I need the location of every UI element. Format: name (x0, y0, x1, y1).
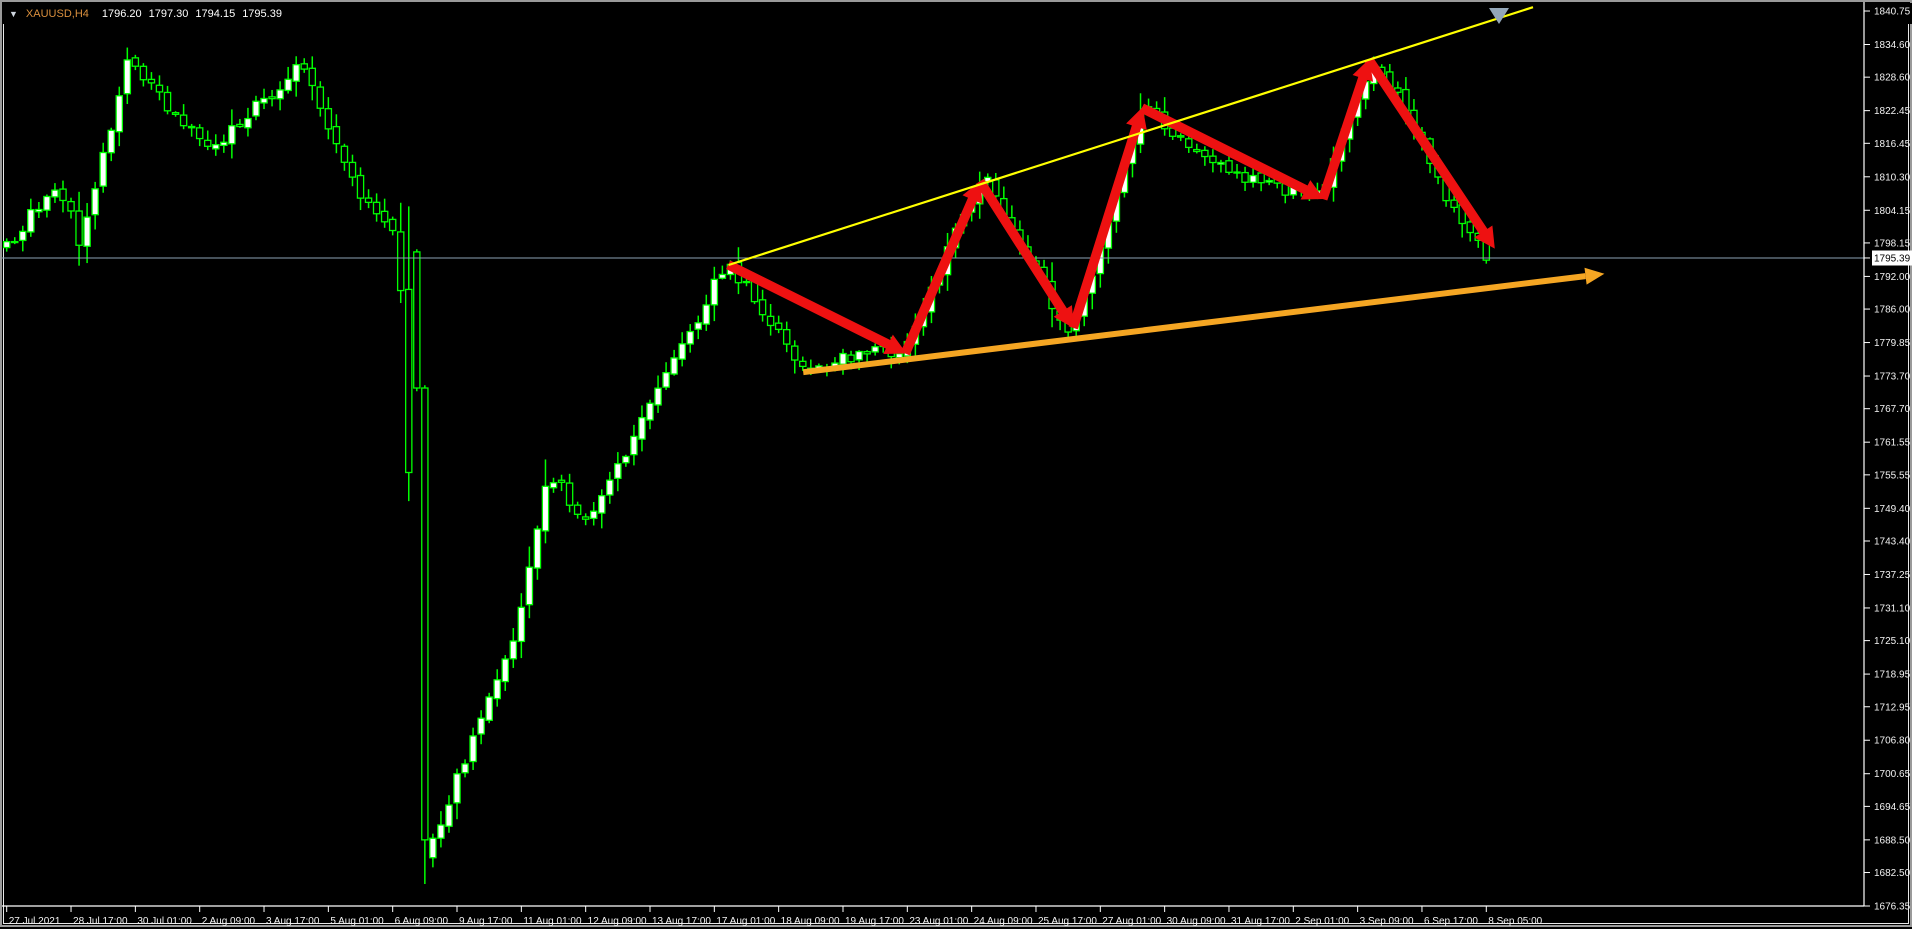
svg-text:19 Aug 17:00: 19 Aug 17:00 (845, 916, 904, 927)
svg-text:5 Aug 01:00: 5 Aug 01:00 (330, 916, 384, 927)
svg-text:1779.85: 1779.85 (1874, 338, 1911, 349)
svg-text:3 Aug 17:00: 3 Aug 17:00 (266, 916, 320, 927)
svg-text:1828.60: 1828.60 (1874, 73, 1911, 84)
svg-text:1737.25: 1737.25 (1874, 570, 1911, 581)
svg-text:6 Aug 09:00: 6 Aug 09:00 (395, 916, 449, 927)
svg-text:1810.30: 1810.30 (1874, 172, 1911, 183)
svg-text:1795.39: 1795.39 (1874, 254, 1911, 265)
svg-text:1688.50: 1688.50 (1874, 835, 1911, 846)
svg-text:1767.70: 1767.70 (1874, 404, 1911, 415)
svg-text:1773.70: 1773.70 (1874, 372, 1911, 383)
svg-text:28 Jul 17:00: 28 Jul 17:00 (73, 916, 128, 927)
svg-text:23 Aug 01:00: 23 Aug 01:00 (909, 916, 968, 927)
svg-text:1834.60: 1834.60 (1874, 40, 1911, 51)
svg-text:8 Sep 05:00: 8 Sep 05:00 (1488, 916, 1542, 927)
svg-text:17 Aug 01:00: 17 Aug 01:00 (716, 916, 775, 927)
svg-text:27 Jul 2021: 27 Jul 2021 (9, 916, 61, 927)
svg-text:2 Sep 01:00: 2 Sep 01:00 (1295, 916, 1349, 927)
svg-text:1749.40: 1749.40 (1874, 504, 1911, 515)
svg-text:30 Jul 01:00: 30 Jul 01:00 (137, 916, 192, 927)
svg-text:1761.55: 1761.55 (1874, 438, 1911, 449)
svg-text:1725.10: 1725.10 (1874, 636, 1911, 647)
svg-text:1792.00: 1792.00 (1874, 272, 1911, 283)
svg-text:1743.40: 1743.40 (1874, 537, 1911, 548)
svg-text:1786.00: 1786.00 (1874, 305, 1911, 316)
svg-text:1700.65: 1700.65 (1874, 769, 1911, 780)
svg-text:27 Aug 01:00: 27 Aug 01:00 (1102, 916, 1161, 927)
svg-text:1798.15: 1798.15 (1874, 238, 1911, 249)
svg-text:1718.95: 1718.95 (1874, 670, 1911, 681)
svg-text:1816.45: 1816.45 (1874, 139, 1911, 150)
svg-text:6 Sep 17:00: 6 Sep 17:00 (1424, 916, 1478, 927)
svg-text:1694.65: 1694.65 (1874, 802, 1911, 813)
svg-text:1712.95: 1712.95 (1874, 702, 1911, 713)
svg-text:1682.50: 1682.50 (1874, 868, 1911, 879)
svg-text:2 Aug 09:00: 2 Aug 09:00 (202, 916, 256, 927)
svg-text:25 Aug 17:00: 25 Aug 17:00 (1038, 916, 1097, 927)
svg-text:3 Sep 09:00: 3 Sep 09:00 (1360, 916, 1414, 927)
svg-text:1840.75: 1840.75 (1874, 7, 1911, 18)
svg-text:30 Aug 09:00: 30 Aug 09:00 (1167, 916, 1226, 927)
svg-text:12 Aug 09:00: 12 Aug 09:00 (588, 916, 647, 927)
svg-text:1676.35: 1676.35 (1874, 902, 1911, 913)
svg-text:1755.55: 1755.55 (1874, 470, 1911, 481)
svg-text:1804.15: 1804.15 (1874, 206, 1911, 217)
svg-text:9 Aug 17:00: 9 Aug 17:00 (459, 916, 513, 927)
svg-text:31 Aug 17:00: 31 Aug 17:00 (1231, 916, 1290, 927)
svg-text:1822.45: 1822.45 (1874, 106, 1911, 117)
svg-text:13 Aug 17:00: 13 Aug 17:00 (652, 916, 711, 927)
svg-text:11 Aug 01:00: 11 Aug 01:00 (523, 916, 582, 927)
svg-text:18 Aug 09:00: 18 Aug 09:00 (781, 916, 840, 927)
svg-text:1706.80: 1706.80 (1874, 736, 1911, 747)
svg-text:24 Aug 09:00: 24 Aug 09:00 (974, 916, 1033, 927)
svg-text:1731.10: 1731.10 (1874, 603, 1911, 614)
